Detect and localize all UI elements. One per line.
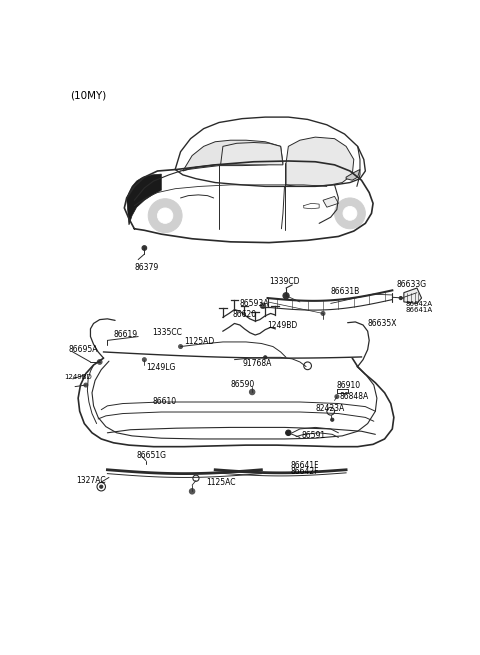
Text: 86651G: 86651G (137, 451, 167, 460)
Text: 1339CD: 1339CD (269, 276, 300, 286)
Circle shape (327, 190, 373, 236)
Text: 91768A: 91768A (242, 359, 272, 368)
Circle shape (142, 246, 147, 250)
Circle shape (260, 303, 265, 309)
Text: 82423A: 82423A (315, 403, 345, 413)
Polygon shape (127, 174, 161, 225)
Circle shape (143, 358, 146, 362)
Circle shape (148, 198, 182, 233)
Circle shape (157, 208, 173, 223)
Text: 86379: 86379 (134, 263, 158, 272)
Circle shape (264, 356, 267, 359)
Text: 86641F: 86641F (291, 461, 319, 470)
Circle shape (190, 489, 195, 494)
Polygon shape (221, 143, 283, 165)
Circle shape (250, 389, 255, 395)
Circle shape (141, 191, 190, 240)
Text: 86620: 86620 (232, 310, 256, 320)
Text: 86635X: 86635X (368, 319, 397, 328)
Text: 86641A: 86641A (406, 307, 432, 312)
Text: 1249BD: 1249BD (267, 320, 298, 329)
Text: 86642A: 86642A (406, 301, 432, 307)
Polygon shape (183, 140, 283, 171)
Circle shape (321, 312, 325, 315)
Text: 86910: 86910 (337, 381, 361, 390)
Circle shape (100, 485, 103, 488)
Text: 1125AC: 1125AC (206, 477, 236, 487)
Text: 86631B: 86631B (331, 288, 360, 297)
Text: 86642F: 86642F (291, 467, 319, 476)
Circle shape (179, 345, 182, 348)
Text: 1249LG: 1249LG (146, 363, 175, 372)
Polygon shape (346, 170, 360, 180)
Circle shape (283, 293, 289, 299)
Circle shape (335, 395, 339, 398)
Circle shape (335, 198, 365, 229)
Text: 1249BD: 1249BD (64, 373, 92, 380)
Polygon shape (286, 137, 354, 187)
Text: 86695A: 86695A (69, 345, 98, 354)
Text: 1327AC: 1327AC (77, 476, 106, 485)
Text: (10MY): (10MY) (71, 90, 107, 100)
Text: 86848A: 86848A (340, 392, 369, 401)
Text: 86593A: 86593A (240, 299, 269, 308)
Text: 86633G: 86633G (396, 280, 426, 290)
Text: 1335CC: 1335CC (152, 328, 182, 337)
Text: 86619: 86619 (114, 329, 138, 339)
Circle shape (97, 360, 102, 364)
Polygon shape (404, 288, 421, 303)
Circle shape (399, 297, 402, 299)
Text: 1125AD: 1125AD (184, 337, 215, 346)
Circle shape (286, 430, 291, 436)
Text: 86590: 86590 (230, 380, 255, 389)
Circle shape (331, 418, 334, 421)
Text: 86591: 86591 (301, 432, 325, 440)
Circle shape (84, 383, 88, 387)
Circle shape (343, 206, 357, 220)
Text: 86610: 86610 (152, 398, 176, 407)
Polygon shape (323, 196, 338, 207)
